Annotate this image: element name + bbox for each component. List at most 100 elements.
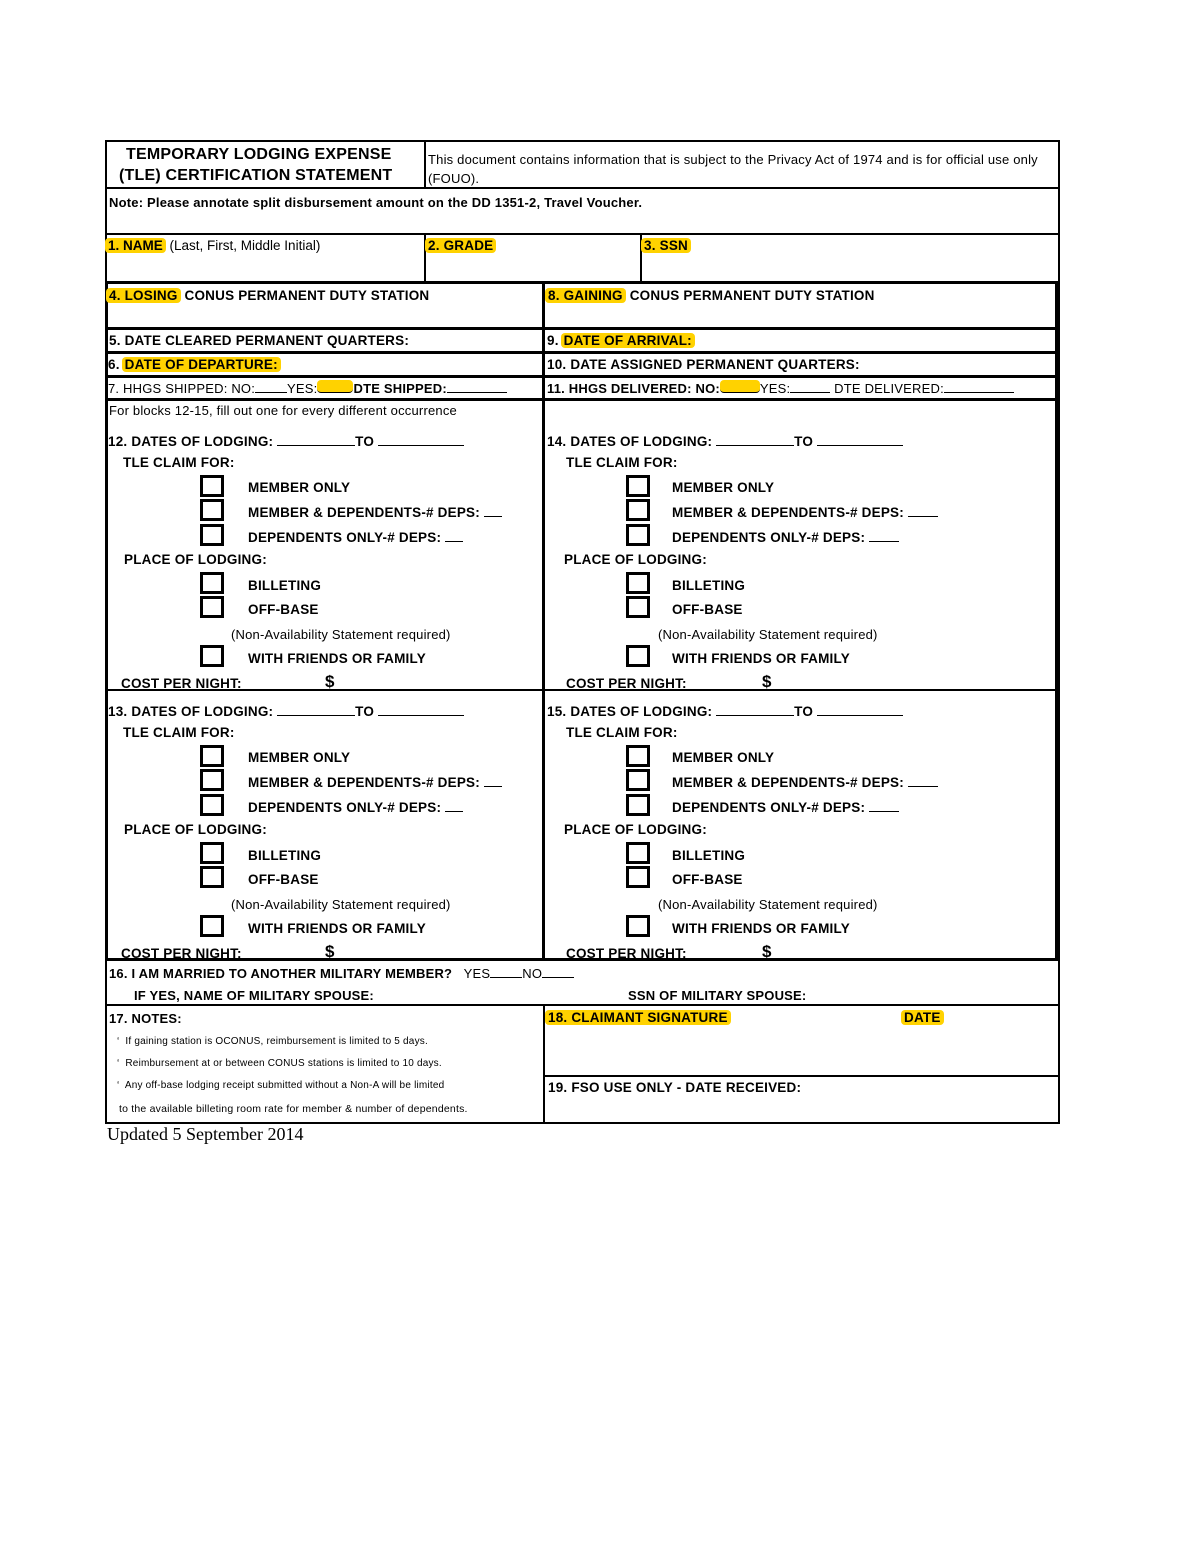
cost-per-night-field[interactable]: COST PER NIGHT: [121,946,242,961]
with-friends-option: WITH FRIENDS OR FAMILY [248,921,426,936]
offbase-checkbox[interactable] [626,866,650,888]
form-title-line1: TEMPORARY LODGING EXPENSE [126,146,392,163]
cost-label: COST PER NIGHT: [121,676,242,691]
divider [105,233,1060,235]
divider [105,398,1058,401]
losing-station-field[interactable]: 4. LOSING CONUS PERMANENT DUTY STATION [106,288,429,303]
friends-label: WITH FRIENDS OR FAMILY [248,921,426,936]
deps_only-label: DEPENDENTS ONLY-# DEPS: [672,530,866,545]
signature-date-field[interactable]: DATE [901,1010,944,1025]
billeting-checkbox[interactable] [626,572,650,594]
billeting-option: BILLETING [672,578,745,593]
dates-of-lodging-field[interactable]: 15. DATES OF LODGING: TO [547,703,904,719]
arrival-num: 9. [547,333,559,348]
grade-label: 2. GRADE [425,238,497,253]
married-no: NO [522,966,543,981]
member-only-checkbox[interactable] [200,475,224,497]
lodging-block: 15. DATES OF LODGING: TO TLE CLAIM FOR: M… [544,690,982,978]
place-label: PLACE OF LODGING: [564,822,707,837]
member-deps-checkbox[interactable] [626,769,650,791]
grade-field[interactable]: 2. GRADE [425,238,497,253]
married-yes: YES [463,966,491,981]
non_avail-label: (Non-Availability Statement required) [231,897,451,912]
friends-label: WITH FRIENDS OR FAMILY [248,651,426,666]
non-availability-note: (Non-Availability Statement required) [658,897,878,912]
member_deps-label: MEMBER & DEPENDENTS-# DEPS: [248,505,480,520]
billeting-checkbox[interactable] [200,572,224,594]
gaining-label-rest: CONUS PERMANENT DUTY STATION [629,288,875,303]
lodging-block: 12. DATES OF LODGING: TO TLE CLAIM FOR: M… [105,400,543,691]
cost-per-night-field[interactable]: COST PER NIGHT: [566,946,687,961]
cost-label: COST PER NIGHT: [566,946,687,961]
fso-date-received-field[interactable]: 19. FSO USE ONLY - DATE RECEIVED: [548,1080,802,1095]
with-friends-checkbox[interactable] [200,915,224,937]
dates-of-lodging-label: 12. DATES OF LODGING: [108,434,274,449]
cost-label: COST PER NIGHT: [566,676,687,691]
cost-per-night-field[interactable]: COST PER NIGHT: [121,676,242,691]
member-deps-checkbox[interactable] [626,499,650,521]
deps_only-label: DEPENDENTS ONLY-# DEPS: [248,800,442,815]
deps-only-checkbox[interactable] [200,524,224,546]
note-item: ‘ If gaining station is OCONUS, reimburs… [117,1036,428,1047]
divider [105,351,1058,354]
billeting-checkbox[interactable] [200,842,224,864]
offbase-label: OFF-BASE [672,602,743,617]
member-deps-option: MEMBER & DEPENDENTS-# DEPS: [672,504,938,520]
spouse-ssn-field[interactable]: SSN OF MILITARY SPOUSE: [628,988,807,1003]
member-deps-checkbox[interactable] [200,499,224,521]
deps-only-checkbox[interactable] [200,794,224,816]
dollar-label: $ [762,942,772,961]
date-assigned-field[interactable]: 10. DATE ASSIGNED PERMANENT QUARTERS: [547,357,860,372]
dates-of-lodging-field[interactable]: 14. DATES OF LODGING: TO [547,433,904,449]
place-of-lodging: PLACE OF LODGING: [124,822,267,837]
spouse-name-field[interactable]: IF YES, NAME OF MILITARY SPOUSE: [134,988,374,1003]
member-only-checkbox[interactable] [626,745,650,767]
dates-of-lodging-field[interactable]: 12. DATES OF LODGING: TO [108,433,465,449]
claim_for-label: TLE CLAIM FOR: [123,725,235,740]
non-availability-note: (Non-Availability Statement required) [658,627,878,642]
with-friends-checkbox[interactable] [626,915,650,937]
dates-of-lodging-field[interactable]: 13. DATES OF LODGING: TO [108,703,465,719]
hhgs-delivered-field[interactable]: 11. HHGS DELIVERED: NO: YES: DTE DELIVERE… [547,380,1014,396]
member-deps-checkbox[interactable] [200,769,224,791]
date-of-arrival-field[interactable]: 9. DATE OF ARRIVAL: [547,333,695,348]
cost-per-night-field[interactable]: COST PER NIGHT: [566,676,687,691]
note-text: Note: Please annotate split disbursement… [109,195,643,210]
name-field[interactable]: 1. NAME (Last, First, Middle Initial) [105,238,320,253]
non_avail-label: (Non-Availability Statement required) [658,897,878,912]
member-only-checkbox[interactable] [626,475,650,497]
hhgs-delivered-no: 11. HHGS DELIVERED: NO: [547,381,720,396]
deps_only-label: DEPENDENTS ONLY-# DEPS: [248,530,442,545]
claimant-signature-field[interactable]: 18. CLAIMANT SIGNATURE [545,1010,731,1025]
departure-num: 6. [108,357,120,372]
to-label: TO [794,434,814,449]
member-deps-option: MEMBER & DEPENDENTS-# DEPS: [248,504,502,520]
date-cleared-field[interactable]: 5. DATE CLEARED PERMANENT QUARTERS: [109,333,410,348]
with-friends-checkbox[interactable] [200,645,224,667]
ssn-field[interactable]: 3. SSN [641,238,691,253]
member_deps-label: MEMBER & DEPENDENTS-# DEPS: [672,775,904,790]
offbase-checkbox[interactable] [200,866,224,888]
date-of-departure-field[interactable]: 6. DATE OF DEPARTURE: [108,357,281,372]
deps-only-checkbox[interactable] [626,794,650,816]
non-availability-note: (Non-Availability Statement required) [231,627,451,642]
offbase-label: OFF-BASE [248,872,319,887]
deps-only-checkbox[interactable] [626,524,650,546]
hhgs-shipped-field[interactable]: 7. HHGS SHIPPED: NO: YES: DTE SHIPPED: [108,380,507,396]
member-only-option: MEMBER ONLY [672,750,774,765]
stations-section [105,281,1058,961]
offbase-checkbox[interactable] [626,596,650,618]
gaining-station-field[interactable]: 8. GAINING CONUS PERMANENT DUTY STATION [545,288,875,303]
with-friends-option: WITH FRIENDS OR FAMILY [248,651,426,666]
offbase-option: OFF-BASE [672,872,743,887]
claim_for-label: TLE CLAIM FOR: [566,455,678,470]
signature-label: 18. CLAIMANT SIGNATURE [545,1010,731,1025]
cost-label: COST PER NIGHT: [121,946,242,961]
member-only-checkbox[interactable] [200,745,224,767]
with-friends-checkbox[interactable] [626,645,650,667]
place-of-lodging: PLACE OF LODGING: [564,822,707,837]
hhgs-shipped-no: 7. HHGS SHIPPED: NO: [108,381,256,396]
offbase-checkbox[interactable] [200,596,224,618]
billeting-checkbox[interactable] [626,842,650,864]
note-text: Any off-base lodging receipt submitted w… [124,1080,445,1091]
